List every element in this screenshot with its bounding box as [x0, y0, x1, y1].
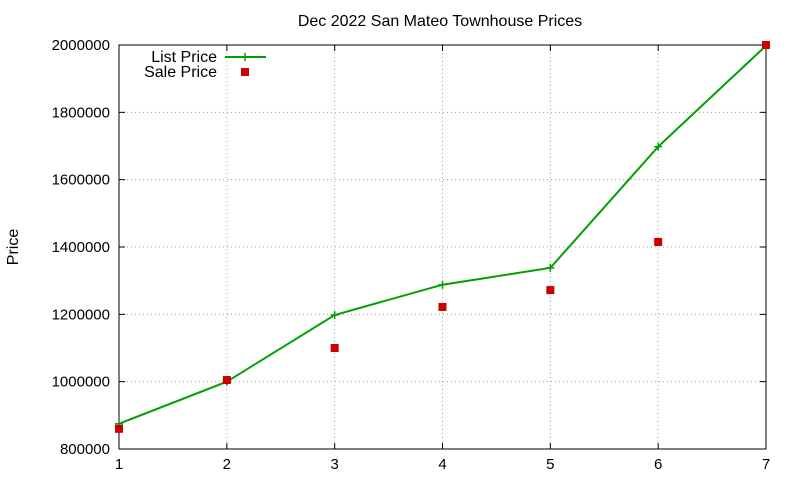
y-tick-label: 1800000 — [52, 104, 110, 121]
x-tick-label: 7 — [762, 456, 770, 473]
y-tick-label: 800000 — [60, 441, 110, 458]
y-tick-label: 1600000 — [52, 172, 110, 189]
x-tick-label: 5 — [546, 456, 554, 473]
series — [115, 41, 770, 433]
legend-marker-list-price — [241, 53, 249, 61]
list-price-point — [330, 311, 339, 320]
x-tick-label: 6 — [654, 456, 662, 473]
grid — [119, 45, 766, 449]
y-tick-label: 1000000 — [52, 374, 110, 391]
y-tick-label: 2000000 — [52, 37, 110, 54]
y-axis-label: Price — [5, 229, 22, 266]
sale-price-point — [762, 41, 770, 49]
sale-price-point — [438, 302, 447, 311]
sale-price-point — [222, 375, 231, 384]
tick-labels: 1 2 3 4 5 6 7 800000 1000000 1200000 1400000 160000… — [52, 37, 771, 473]
x-tick-label: 2 — [223, 456, 231, 473]
sale-price-point — [115, 424, 123, 433]
x-tick-label: 4 — [438, 456, 446, 473]
list-price-point — [546, 263, 555, 272]
legend-label-list-price: List Price — [151, 49, 217, 66]
list-price-point — [438, 280, 447, 289]
list-price-line — [118, 44, 767, 425]
list-price-point — [654, 142, 663, 151]
x-tick-label: 3 — [330, 456, 338, 473]
sale-price-point — [654, 237, 663, 246]
sale-price-point — [546, 286, 555, 295]
sale-price-point — [330, 344, 339, 352]
x-tick-label: 1 — [115, 456, 123, 473]
chart-title: Dec 2022 San Mateo Townhouse Prices — [298, 13, 582, 30]
ticks — [118, 44, 767, 450]
y-tick-label: 1200000 — [52, 306, 110, 323]
y-tick-label: 1400000 — [52, 239, 110, 256]
legend-marker-sale-price — [241, 68, 249, 76]
legend-label-sale-price: Sale Price — [144, 64, 217, 81]
